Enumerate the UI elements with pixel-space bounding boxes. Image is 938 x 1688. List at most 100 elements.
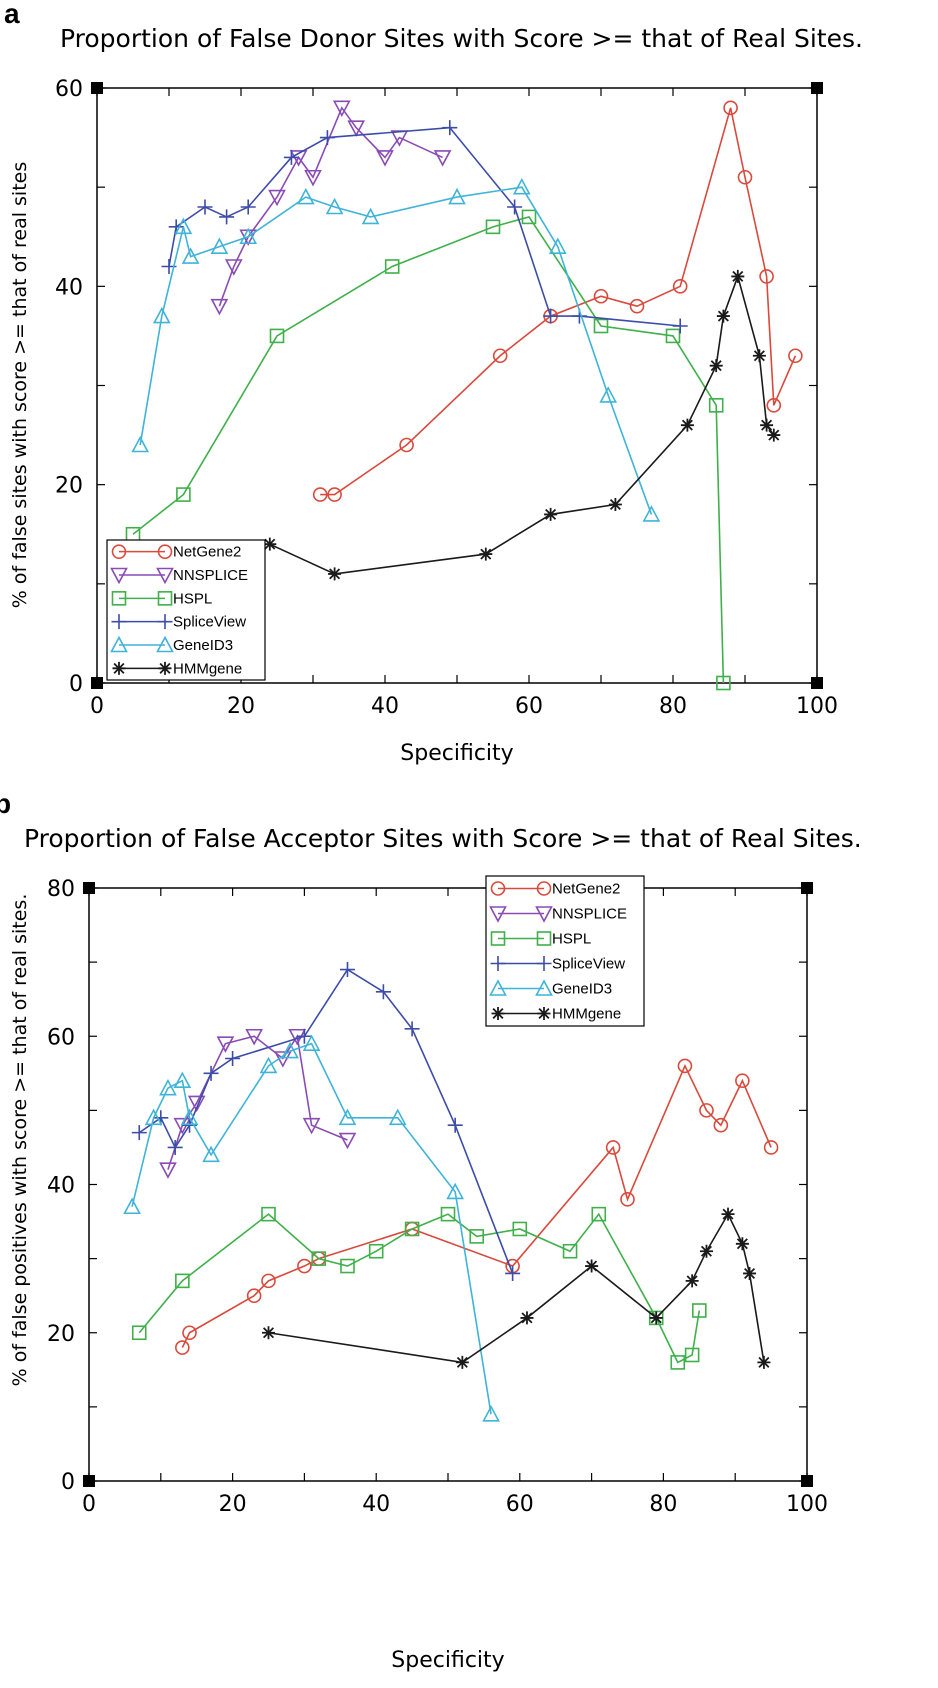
legend-label: NetGene2 — [173, 544, 241, 561]
legend-label: SpliceView — [173, 614, 246, 631]
data-point — [435, 151, 450, 165]
x-tick-label: 60 — [506, 1492, 534, 1517]
x-tick-label: 0 — [82, 1492, 96, 1517]
plot-frame — [89, 888, 807, 1481]
series-hmmgene — [263, 270, 780, 581]
data-point — [543, 309, 558, 324]
legend-label: HMMgene — [552, 1006, 621, 1023]
data-point — [585, 1260, 598, 1273]
y-tick-label: 20 — [47, 1322, 75, 1347]
data-point — [204, 1066, 219, 1081]
legend-box — [486, 876, 644, 1026]
series-geneid3 — [133, 180, 659, 521]
series-line — [168, 1036, 348, 1169]
legend-label: HSPL — [552, 931, 591, 948]
x-tick-label: 80 — [659, 694, 687, 719]
data-point — [219, 209, 234, 224]
data-point — [757, 1356, 770, 1369]
data-point — [456, 1356, 469, 1369]
y-tick-label: 20 — [55, 474, 83, 499]
legend-marker — [159, 662, 172, 675]
legend-label: NNSPLICE — [552, 906, 627, 923]
data-point — [198, 200, 213, 215]
data-point — [520, 1311, 533, 1324]
x-tick-label: 40 — [371, 694, 399, 719]
series-line — [140, 187, 651, 514]
chart-a: 02040600 20 40 60 80 100Specificity% of false… — [9, 77, 838, 766]
series-line — [182, 1066, 771, 1348]
legend-label: NNSPLICE — [173, 567, 248, 584]
data-point — [320, 130, 335, 145]
data-point — [686, 1274, 699, 1287]
legend-label: NetGene2 — [552, 881, 620, 898]
series-line — [139, 1214, 699, 1362]
y-tick-label: 60 — [55, 77, 83, 102]
data-point — [673, 319, 688, 334]
data-point — [753, 349, 766, 362]
y-tick-label: 40 — [47, 1174, 75, 1199]
x-tick-label: 40 — [362, 1492, 390, 1517]
y-axis-label: % of false sites with score >= that of r… — [9, 162, 31, 609]
data-point — [328, 567, 341, 580]
series-netgene2 — [176, 1059, 778, 1354]
data-point — [722, 1208, 735, 1221]
data-point — [376, 984, 391, 999]
chart-b: 0 20 40 60 80 0 20 40 60 80 100 Specificity % of fal… — [9, 876, 828, 1673]
series-nnsplice — [160, 1030, 355, 1177]
data-point — [717, 310, 730, 323]
data-point — [340, 1134, 355, 1148]
legend-marker — [538, 1007, 551, 1020]
x-tick-label: 20 — [227, 694, 255, 719]
data-point — [448, 1118, 463, 1133]
x-tick-label: 0 — [90, 694, 104, 719]
data-point — [160, 1163, 175, 1177]
data-point — [262, 1326, 275, 1339]
data-point — [405, 1021, 420, 1036]
x-axis-label: Specificity — [391, 1648, 504, 1673]
legend-label: SpliceView — [552, 956, 625, 973]
x-tick-label: 20 — [219, 1492, 247, 1517]
data-point — [132, 1125, 147, 1140]
data-point — [760, 419, 773, 432]
data-point — [700, 1245, 713, 1258]
data-point — [479, 548, 492, 561]
legend: NetGene2 NNSPLICE HSPL SpliceView GeneID3 HMM… — [486, 876, 644, 1026]
x-tick-label: 80 — [649, 1492, 677, 1517]
data-point — [340, 962, 355, 977]
y-axis-label: % of false positives with score >= that … — [9, 894, 31, 1387]
series-line — [269, 1214, 764, 1362]
data-point — [609, 498, 622, 511]
y-tick-label: 0 — [69, 672, 83, 697]
series-line — [320, 108, 795, 495]
legend-label: GeneID3 — [173, 637, 233, 654]
series-line — [270, 276, 774, 574]
data-point — [168, 1140, 183, 1155]
x-tick-label: 60 — [515, 694, 543, 719]
data-point — [731, 270, 744, 283]
x-tick-label: 100 — [786, 1492, 828, 1517]
data-point — [212, 300, 227, 314]
data-point — [767, 429, 780, 442]
y-tick-label: 60 — [47, 1025, 75, 1050]
data-point — [736, 1237, 749, 1250]
data-point — [505, 1266, 520, 1281]
legend-box — [107, 540, 265, 680]
y-tick-label: 80 — [47, 877, 75, 902]
legend-label: HMMgene — [173, 660, 242, 677]
y-tick-label: 40 — [55, 275, 83, 300]
data-point — [743, 1267, 756, 1280]
data-point — [710, 359, 723, 372]
legend-label: GeneID3 — [552, 981, 612, 998]
x-axis-label: Specificity — [400, 741, 513, 766]
series-geneid3 — [125, 1036, 499, 1421]
data-point — [681, 419, 694, 432]
legend-label: HSPL — [173, 590, 212, 607]
legend-marker — [113, 662, 126, 675]
series-spliceview — [162, 120, 688, 333]
data-point — [225, 1051, 240, 1066]
legend-marker — [492, 1007, 505, 1020]
data-point — [650, 1311, 663, 1324]
legend: NetGene2 NNSPLICE HSPL SpliceView GeneID3 HMM… — [107, 540, 265, 680]
data-point — [544, 508, 557, 521]
